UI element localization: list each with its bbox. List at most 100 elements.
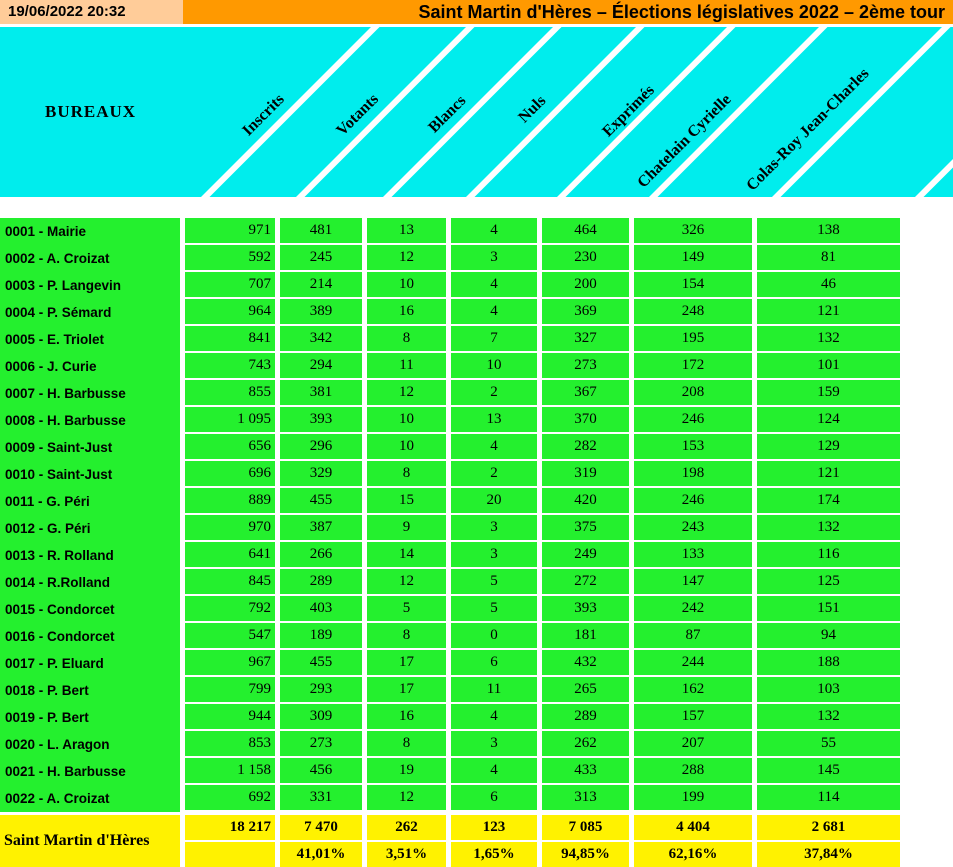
value-cell: 125 (757, 569, 900, 596)
value-cell: 154 (634, 272, 752, 299)
value-cell: 393 (280, 407, 362, 434)
bureau-cell: 0011 - G. Péri (0, 488, 180, 515)
column-header-3: Blancs (425, 92, 470, 137)
value-cell: 12 (367, 785, 446, 812)
value-cell: 8 (367, 623, 446, 650)
value-cell: 55 (757, 731, 900, 758)
value-cell: 8 (367, 326, 446, 353)
value-cell: 147 (634, 569, 752, 596)
value-cell: 967 (185, 650, 275, 677)
value-cell: 181 (542, 623, 629, 650)
value-cell: 244 (634, 650, 752, 677)
value-cell: 393 (542, 596, 629, 623)
value-cell: 19 (367, 758, 446, 785)
value-cell: 46 (757, 272, 900, 299)
value-cell: 845 (185, 569, 275, 596)
value-cell: 370 (542, 407, 629, 434)
percentage-cell: 41,01% (280, 842, 362, 867)
value-cell: 0 (451, 623, 537, 650)
value-cell: 375 (542, 515, 629, 542)
value-cell: 162 (634, 677, 752, 704)
total-cell: 18 217 (185, 815, 275, 842)
value-cell: 329 (280, 461, 362, 488)
bureau-cell: 0014 - R.Rolland (0, 569, 180, 596)
bureau-cell: 0021 - H. Barbusse (0, 758, 180, 785)
value-cell: 121 (757, 461, 900, 488)
percentage-cell: 37,84% (757, 842, 900, 867)
value-cell: 13 (451, 407, 537, 434)
value-cell: 246 (634, 407, 752, 434)
value-cell: 172 (634, 353, 752, 380)
bureau-cell: 0022 - A. Croizat (0, 785, 180, 812)
bureau-cell: 0015 - Condorcet (0, 596, 180, 623)
value-cell: 8 (367, 731, 446, 758)
value-cell: 420 (542, 488, 629, 515)
value-cell: 309 (280, 704, 362, 731)
value-cell: 1 158 (185, 758, 275, 785)
value-cell: 266 (280, 542, 362, 569)
value-cell: 331 (280, 785, 362, 812)
value-cell: 13 (367, 218, 446, 245)
value-cell: 10 (367, 434, 446, 461)
value-cell: 369 (542, 299, 629, 326)
value-cell: 12 (367, 569, 446, 596)
total-cell: 4 404 (634, 815, 752, 842)
value-cell: 2 (451, 380, 537, 407)
value-cell: 855 (185, 380, 275, 407)
percentage-cell: 62,16% (634, 842, 752, 867)
bureau-cell: 0005 - E. Triolet (0, 326, 180, 353)
value-cell: 293 (280, 677, 362, 704)
value-cell: 319 (542, 461, 629, 488)
value-cell: 1 095 (185, 407, 275, 434)
value-cell: 153 (634, 434, 752, 461)
value-cell: 4 (451, 758, 537, 785)
value-cell: 696 (185, 461, 275, 488)
value-cell: 87 (634, 623, 752, 650)
value-cell: 7 (451, 326, 537, 353)
value-cell: 403 (280, 596, 362, 623)
bureau-cell: 0016 - Condorcet (0, 623, 180, 650)
value-cell: 692 (185, 785, 275, 812)
value-cell: 189 (280, 623, 362, 650)
value-cell: 17 (367, 677, 446, 704)
total-cell: 7 085 (542, 815, 629, 842)
value-cell: 2 (451, 461, 537, 488)
table-header: BUREAUX Inscrits Votants Blancs Nuls Exprimé… (0, 27, 953, 197)
value-cell: 656 (185, 434, 275, 461)
value-cell: 799 (185, 677, 275, 704)
value-cell: 6 (451, 785, 537, 812)
bureau-cell: 0004 - P. Sémard (0, 299, 180, 326)
value-cell: 294 (280, 353, 362, 380)
value-cell: 11 (451, 677, 537, 704)
value-cell: 208 (634, 380, 752, 407)
value-cell: 707 (185, 272, 275, 299)
value-cell: 272 (542, 569, 629, 596)
value-cell: 188 (757, 650, 900, 677)
value-cell: 853 (185, 731, 275, 758)
value-cell: 971 (185, 218, 275, 245)
value-cell: 101 (757, 353, 900, 380)
value-cell: 12 (367, 380, 446, 407)
value-cell: 243 (634, 515, 752, 542)
value-cell: 273 (280, 731, 362, 758)
value-cell: 10 (451, 353, 537, 380)
bureau-cell: 0002 - A. Croizat (0, 245, 180, 272)
value-cell: 149 (634, 245, 752, 272)
value-cell: 389 (280, 299, 362, 326)
value-cell: 964 (185, 299, 275, 326)
value-cell: 273 (542, 353, 629, 380)
report-title: Saint Martin d'Hères – Élections législa… (183, 0, 953, 24)
bureau-cell: 0017 - P. Eluard (0, 650, 180, 677)
value-cell: 289 (280, 569, 362, 596)
percentage-cell: 94,85% (542, 842, 629, 867)
value-cell: 342 (280, 326, 362, 353)
value-cell: 124 (757, 407, 900, 434)
value-cell: 198 (634, 461, 752, 488)
value-cell: 17 (367, 650, 446, 677)
value-cell: 159 (757, 380, 900, 407)
value-cell: 214 (280, 272, 362, 299)
value-cell: 792 (185, 596, 275, 623)
value-cell: 9 (367, 515, 446, 542)
value-cell: 4 (451, 218, 537, 245)
